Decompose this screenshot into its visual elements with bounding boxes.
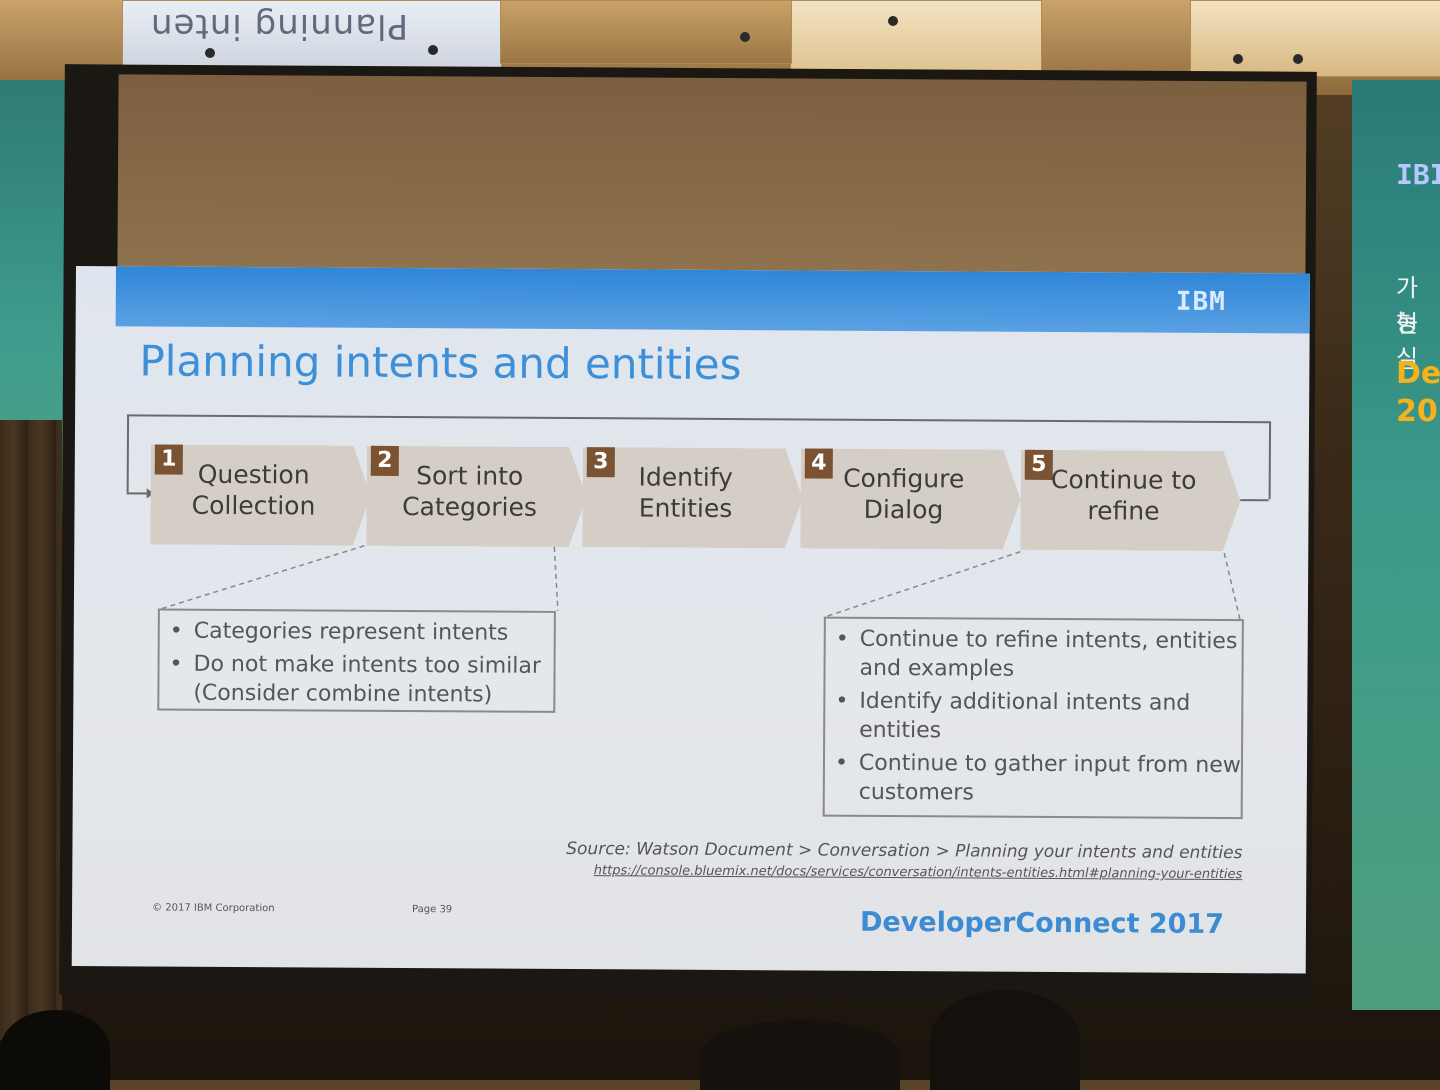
source-link[interactable]: https://console.bluemix.net/docs/service…: [593, 863, 1243, 883]
audience-head: [930, 990, 1080, 1090]
step-identify-entities: 3 Identify Entities: [582, 447, 803, 548]
right-banner-text: 현실: [1396, 310, 1419, 373]
ceiling-light: [740, 32, 750, 42]
callout-bullet: Do not make intents too similar (Conside…: [159, 650, 553, 710]
step-label: Question Collection: [191, 459, 316, 521]
callout-bullet: Identify additional intents and entities: [825, 687, 1241, 748]
step-sort-into-categories: 2 Sort into Categories: [366, 446, 587, 547]
right-banner-text: 20: [1396, 394, 1438, 429]
left-curtain: [0, 420, 62, 1040]
ceiling-panel: [500, 0, 792, 64]
source-citation: Source: Watson Document > Conversation >…: [566, 839, 1242, 882]
callout-categories: Categories represent intents Do not make…: [157, 608, 556, 713]
connector-left-b: [553, 546, 559, 611]
ceiling-light: [888, 16, 898, 26]
page-number: Page 39: [412, 904, 453, 916]
slide: IBM Planning intents and entities 1 Ques…: [71, 266, 1310, 974]
ceiling-panel: [1190, 0, 1440, 77]
ceiling-light: [205, 48, 215, 58]
ceiling-light: [428, 45, 438, 55]
step-question-collection: 1 Question Collection: [150, 444, 371, 545]
connector-right-b: [1223, 552, 1241, 620]
audience-head: [700, 1020, 900, 1090]
slide-header-bar: IBM: [115, 266, 1310, 334]
connector-left-a: [161, 545, 365, 610]
step-label: Configure Dialog: [843, 463, 965, 525]
source-text: Source: Watson Document > Conversation >…: [566, 839, 1243, 864]
step-label: Continue to refine: [1050, 464, 1197, 526]
slide-title: Planning intents and entities: [139, 336, 742, 390]
step-configure-dialog: 4 Configure Dialog: [800, 448, 1021, 549]
callout-bullet: Categories represent intents: [160, 617, 554, 648]
ibm-logo: IBM: [1175, 286, 1226, 318]
ceiling-light: [1293, 54, 1303, 64]
right-banner: IBI 가능 현실 De 20: [1352, 80, 1440, 1010]
copyright: © 2017 IBM Corporation: [152, 902, 275, 915]
right-banner-text: De: [1396, 356, 1440, 391]
loop-line-left: [126, 414, 130, 493]
ceiling-light: [1233, 54, 1243, 64]
loop-line-right: [1268, 421, 1272, 500]
right-banner-text: 가능: [1396, 274, 1419, 337]
callout-refine: Continue to refine intents, entities and…: [822, 616, 1244, 820]
developerconnect-logo: DeveloperConnect 2017: [859, 906, 1225, 941]
callout-bullet: Continue to gather input from new custom…: [825, 749, 1241, 810]
audience-head: [0, 1010, 110, 1090]
loop-line-exit: [1238, 499, 1269, 502]
connector-right-a: [825, 551, 1021, 618]
step-label: Identify Entities: [638, 462, 733, 524]
loop-line-top: [127, 414, 1270, 424]
callout-bullet: Continue to refine intents, entities and…: [825, 625, 1241, 686]
step-label: Sort into Categories: [402, 461, 537, 522]
step-continue-to-refine: 5 Continue to refine: [1020, 450, 1241, 551]
right-banner-logo: IBI: [1396, 158, 1440, 191]
mirrored-sign-text: Planning inten: [150, 6, 409, 46]
projection-screen: [117, 74, 1307, 276]
